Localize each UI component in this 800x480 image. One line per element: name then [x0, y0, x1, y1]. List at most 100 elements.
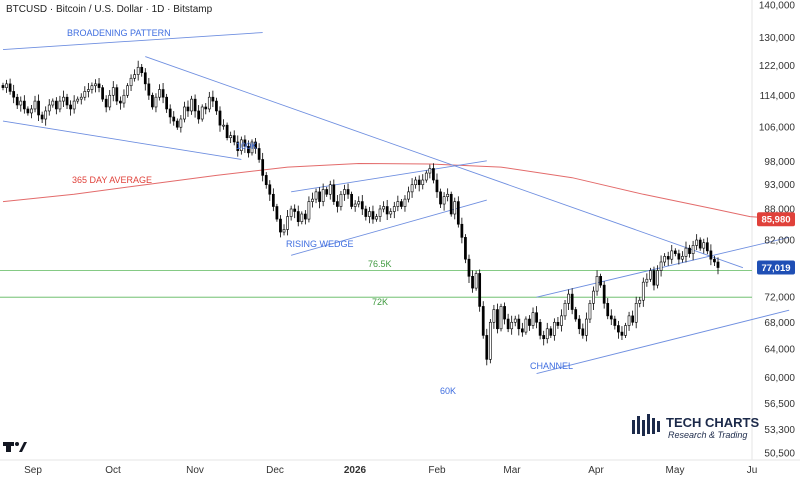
- candle: [271, 188, 275, 212]
- chart-annotation: CHANNEL: [530, 361, 573, 371]
- candle: [222, 119, 225, 130]
- trendline: [536, 236, 790, 298]
- candle: [332, 179, 336, 205]
- candle: [37, 94, 40, 121]
- candle: [421, 174, 425, 190]
- candle: [72, 95, 76, 114]
- chart-annotation: 60K: [440, 386, 456, 396]
- candle: [154, 93, 158, 113]
- candle: [140, 63, 144, 77]
- candle: [69, 100, 72, 116]
- price-tick-label: 56,500: [764, 399, 795, 410]
- candle: [243, 135, 247, 153]
- tech-charts-brand: TECH CHARTS Research & Trading: [632, 414, 759, 440]
- candle: [204, 103, 208, 115]
- candle: [410, 178, 414, 198]
- candle: [136, 60, 140, 81]
- candle: [549, 326, 553, 339]
- candle: [83, 86, 87, 101]
- trendline: [291, 160, 487, 193]
- price-tick-label: 114,000: [760, 91, 796, 102]
- candle: [264, 172, 268, 189]
- candle: [677, 249, 681, 265]
- candle: [275, 203, 279, 222]
- candle: [496, 303, 499, 334]
- candle: [688, 244, 691, 258]
- time-tick-label: Apr: [588, 465, 604, 476]
- candle: [659, 255, 663, 277]
- candle: [520, 322, 524, 337]
- candle: [392, 201, 396, 219]
- candle: [641, 277, 645, 307]
- candle: [485, 328, 489, 366]
- candle: [456, 196, 460, 228]
- candle: [382, 201, 385, 213]
- candle: [22, 95, 26, 114]
- candle: [389, 208, 393, 218]
- price-tick-label: 53,300: [764, 425, 795, 436]
- price-tick-label: 72,000: [764, 293, 795, 304]
- chart-annotation: RISING WEDGE: [286, 239, 354, 249]
- candle: [5, 79, 8, 93]
- candle: [645, 273, 649, 287]
- candle: [211, 90, 215, 108]
- candle: [282, 224, 286, 236]
- candle: [122, 89, 126, 108]
- candle: [76, 96, 80, 104]
- candle: [119, 96, 122, 110]
- candle: [104, 95, 108, 113]
- brand-tagline: Research & Trading: [668, 430, 747, 440]
- candle: [143, 68, 147, 91]
- candle: [563, 300, 567, 320]
- candle: [268, 180, 272, 201]
- price-tick-label: 50,500: [764, 449, 795, 460]
- candle: [44, 106, 48, 126]
- candle: [236, 135, 240, 157]
- candle: [12, 84, 16, 104]
- candle: [321, 183, 325, 207]
- candle: [474, 270, 478, 291]
- candle: [108, 90, 112, 111]
- candle: [435, 173, 439, 198]
- tradingview-logo-icon: [3, 442, 27, 452]
- time-tick-label: Ju: [747, 465, 758, 476]
- candle: [464, 234, 467, 264]
- candle: [183, 101, 186, 123]
- trendline: [145, 56, 744, 269]
- candle: [385, 199, 389, 220]
- candle: [599, 273, 602, 288]
- time-tick-label: Feb: [428, 465, 446, 476]
- candle: [200, 104, 204, 122]
- candle: [627, 311, 631, 331]
- chart-annotation: 365 DAY AVERAGE: [72, 175, 152, 185]
- time-tick-label: Dec: [266, 465, 284, 476]
- candle: [218, 106, 222, 132]
- candle: [254, 138, 257, 154]
- trendline: [2, 32, 263, 51]
- candle: [407, 186, 410, 203]
- candle: [442, 192, 446, 211]
- candle: [506, 313, 510, 333]
- candle: [147, 77, 151, 100]
- candle: [247, 140, 250, 158]
- candle: [300, 211, 304, 225]
- candle: [325, 186, 329, 197]
- candle: [161, 82, 165, 104]
- time-axis[interactable]: Sep Oct Nov Dec 2026 Feb Mar Apr May Ju: [24, 465, 757, 476]
- support-lines: [0, 270, 752, 298]
- candle: [631, 310, 634, 326]
- candle: [535, 306, 538, 329]
- candle: [663, 253, 667, 266]
- last-price-badge: 77,019: [757, 260, 795, 275]
- candle: [250, 139, 254, 156]
- candle: [26, 106, 30, 116]
- candle: [371, 205, 375, 224]
- time-tick-label: May: [666, 465, 685, 476]
- candle: [339, 190, 343, 211]
- candle: [716, 257, 720, 275]
- candle: [634, 296, 638, 329]
- candle: [336, 195, 339, 213]
- candle: [403, 195, 407, 212]
- price-tick-label: 88,000: [764, 204, 795, 215]
